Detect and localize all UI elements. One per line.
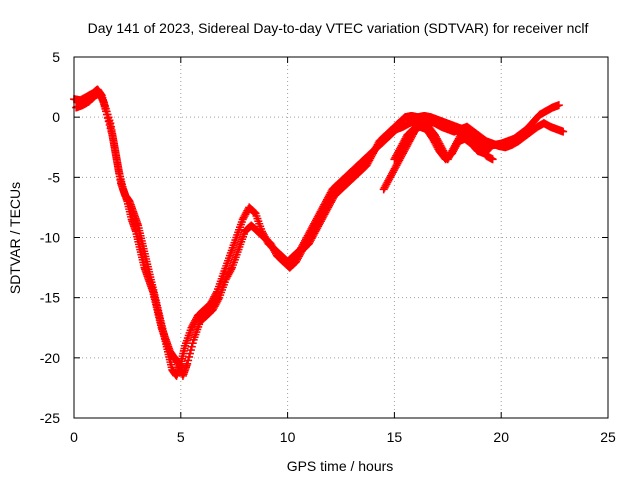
- data-point: [486, 143, 495, 152]
- data-point: [227, 265, 236, 274]
- x-tick-label: 25: [600, 429, 616, 445]
- y-tick-label: -20: [40, 350, 60, 366]
- ticks: 0 5 10 15 20 25 -25 -20 -15 -10 -5 0 5: [40, 49, 616, 445]
- y-tick-label: 5: [52, 49, 60, 65]
- y-tick-label: -15: [40, 290, 60, 306]
- data-point: [249, 207, 258, 216]
- x-tick-label: 15: [387, 429, 403, 445]
- x-tick-label: 10: [280, 429, 296, 445]
- series-group: [70, 85, 568, 380]
- data-point: [554, 101, 563, 110]
- data-point: [484, 144, 493, 153]
- x-tick-label: 20: [493, 429, 509, 445]
- data-point: [214, 295, 223, 304]
- chart-title: Day 141 of 2023, Sidereal Day-to-day VTE…: [88, 20, 589, 36]
- series-trace-d: [390, 122, 495, 164]
- data-point: [485, 144, 494, 153]
- grid: [74, 57, 608, 418]
- y-axis-label: SDTVAR / TECUs: [7, 182, 23, 294]
- x-tick-label: 5: [177, 429, 185, 445]
- data-point: [488, 155, 497, 164]
- series-trace-a: [70, 85, 568, 380]
- x-tick-label: 0: [70, 429, 78, 445]
- y-tick-label: 0: [52, 109, 60, 125]
- y-tick-label: -5: [48, 169, 61, 185]
- series-trace-b: [72, 89, 563, 380]
- y-tick-label: -10: [40, 230, 60, 246]
- data-point: [559, 127, 568, 136]
- y-tick-label: -25: [40, 410, 60, 426]
- data-point: [212, 289, 221, 298]
- x-axis-label: GPS time / hours: [287, 458, 394, 474]
